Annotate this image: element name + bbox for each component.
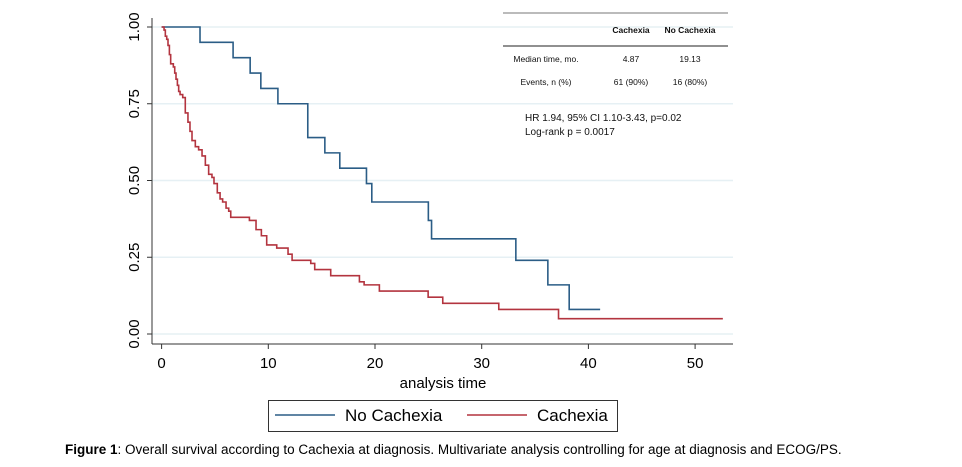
x-tick-label: 10 xyxy=(260,355,277,372)
y-tick-label: 1.00 xyxy=(126,12,143,41)
gridlines xyxy=(152,26,733,335)
legend-box xyxy=(268,400,618,432)
y-tick-label: 0.50 xyxy=(126,166,143,195)
km-curve-cachexia xyxy=(161,26,723,320)
caption-label: Figure 1 xyxy=(65,442,118,457)
x-axis-label: analysis time xyxy=(400,375,487,392)
legend-label-no-cachexia: No Cachexia xyxy=(345,406,443,425)
y-tick-label: 0.00 xyxy=(126,319,143,348)
legend-label-cachexia: Cachexia xyxy=(537,406,608,425)
figure-caption: Figure 1: Overall survival according to … xyxy=(65,442,842,457)
x-tick-label: 50 xyxy=(687,355,704,372)
table-cell: 61 (90%) xyxy=(614,77,649,87)
axes: 0.00 0.25 0.50 0.75 1.00 0 10 20 30 40 50 analysis … xyxy=(126,12,733,392)
x-tick-label: 0 xyxy=(157,355,165,372)
table-row-label: Median time, mo. xyxy=(513,54,578,64)
y-tick-label: 0.75 xyxy=(126,89,143,118)
x-tick-label: 20 xyxy=(367,355,384,372)
table-row-label: Events, n (%) xyxy=(520,77,571,87)
logrank-annotation: Log-rank p = 0.0017 xyxy=(525,127,615,138)
legend: No Cachexia Cachexia xyxy=(268,400,618,432)
series-group xyxy=(161,26,723,320)
table-cell: 19.13 xyxy=(679,54,701,64)
table-cell: 16 (80%) xyxy=(673,77,708,87)
y-tick-label: 0.25 xyxy=(126,243,143,272)
table-cell: 4.87 xyxy=(623,54,640,64)
x-tick-label: 40 xyxy=(580,355,597,372)
caption-text: : Overall survival according to Cachexia… xyxy=(117,442,842,457)
inset-table: Cachexia No Cachexia Median time, mo. 4.… xyxy=(503,12,728,138)
table-header-cachexia: Cachexia xyxy=(612,25,650,35)
km-curve-no-cachexia xyxy=(161,26,601,311)
table-header-no-cachexia: No Cachexia xyxy=(664,25,715,35)
x-tick-label: 30 xyxy=(473,355,490,372)
hr-annotation: HR 1.94, 95% CI 1.10-3.43, p=0.02 xyxy=(525,113,682,124)
